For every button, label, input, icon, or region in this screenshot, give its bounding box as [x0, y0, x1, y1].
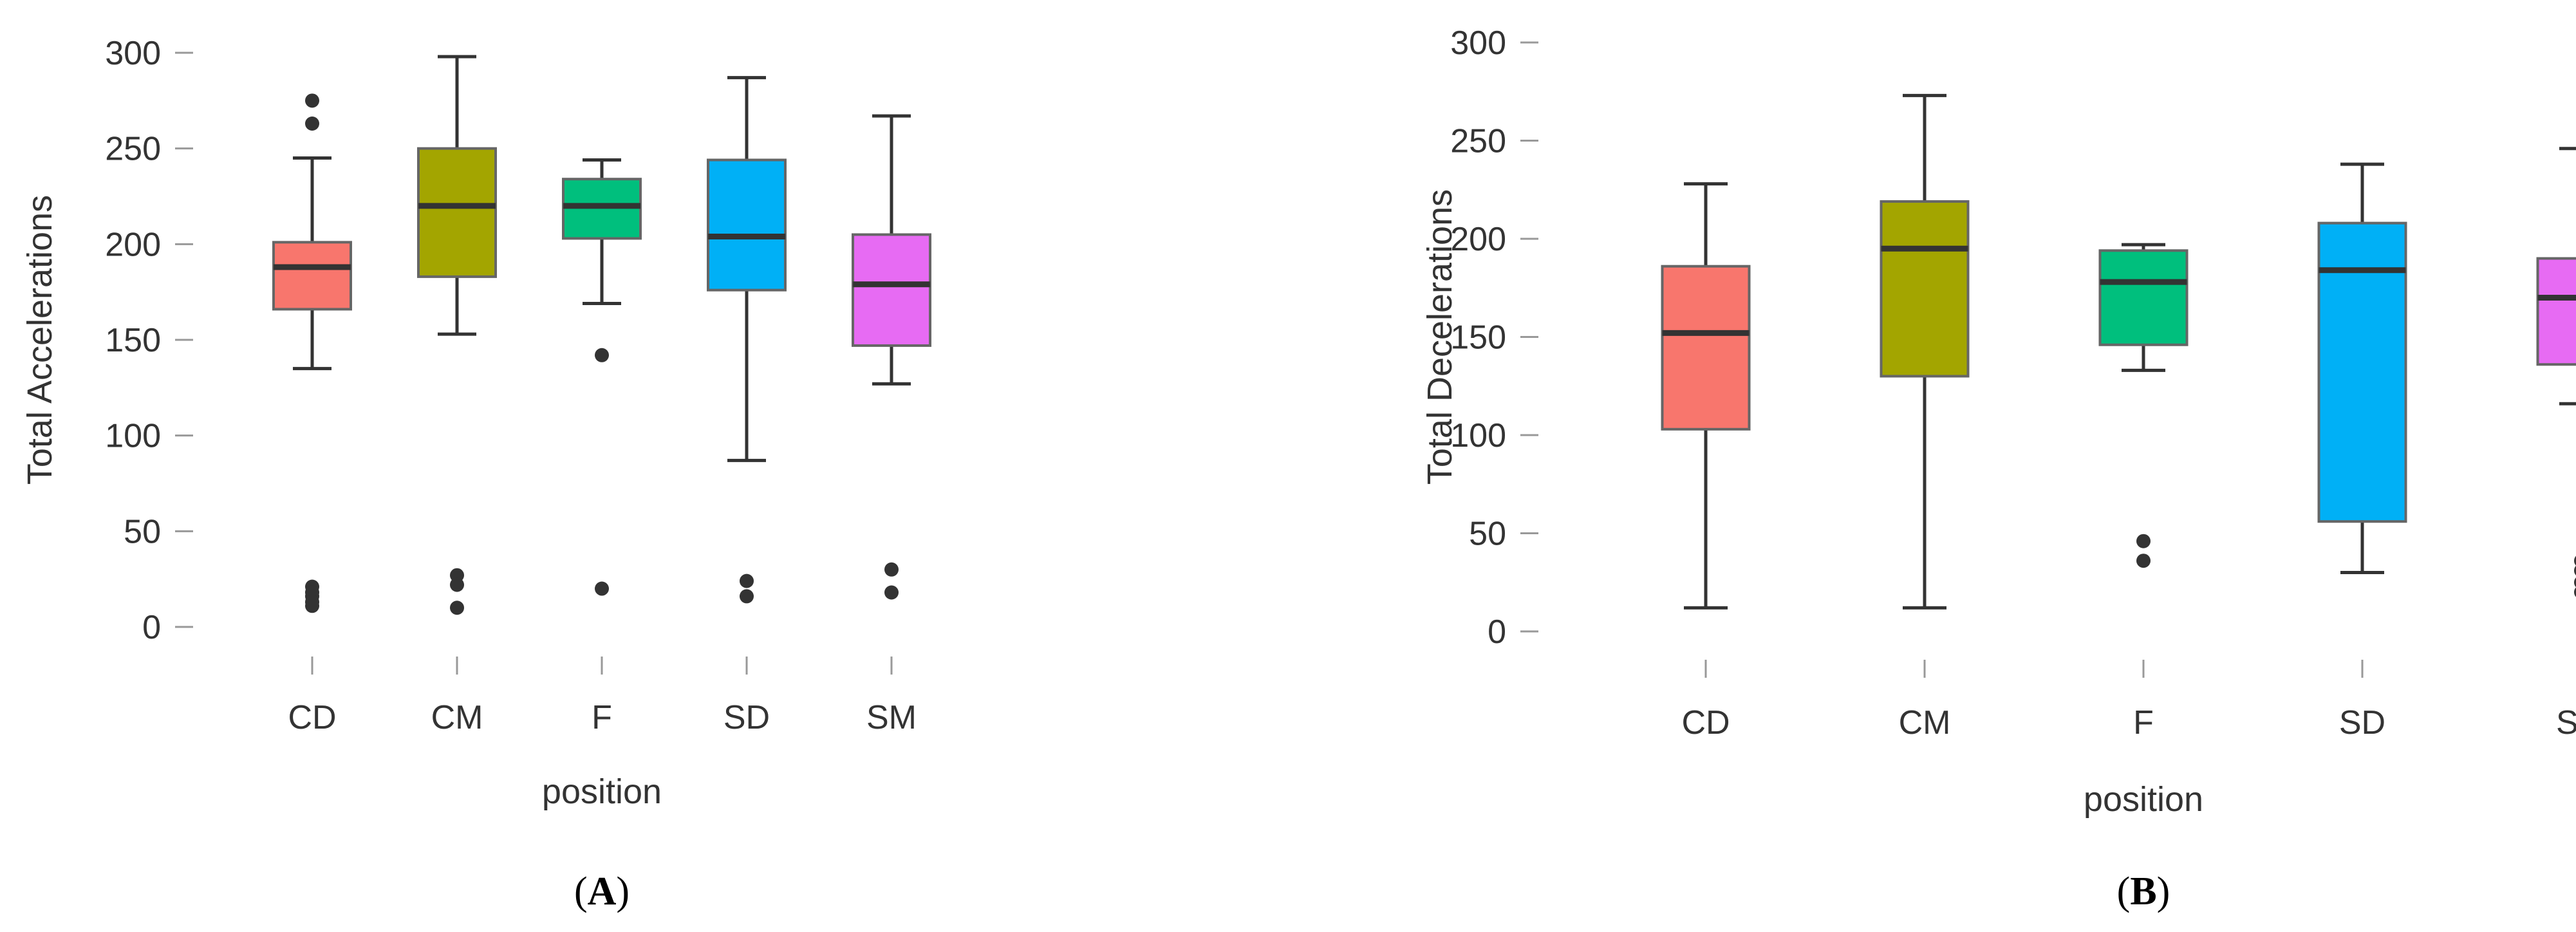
panel-label: (B): [2117, 870, 2170, 913]
panel-label-open: (: [574, 870, 588, 913]
y-axis-title: Total Accelerations: [21, 195, 59, 485]
panel-b-decelerations: 0 50 100 150 200 250 300 Total Decelerations CD C…: [1421, 24, 2576, 913]
box-cd: [1661, 182, 1751, 610]
y-tick-label: 0: [142, 609, 161, 646]
outlier-point: [305, 599, 319, 613]
outlier-point: [2574, 555, 2576, 566]
iqr-box: [2536, 257, 2576, 366]
box-cd: [272, 93, 352, 613]
iqr-box: [272, 241, 352, 311]
y-tick-label: 250: [1450, 123, 1506, 160]
y-tick-label: 150: [105, 322, 161, 359]
outlier-point: [595, 581, 609, 596]
panel-label-letter: B: [2130, 870, 2156, 913]
outlier-point: [595, 348, 609, 362]
y-axis-title: Total Decelerations: [1421, 189, 1459, 485]
y-tick-label: 300: [105, 35, 161, 72]
x-tick-label: CD: [1681, 704, 1730, 741]
outlier-point: [450, 601, 464, 615]
panel-label-letter: A: [588, 870, 617, 913]
outlier-point: [2136, 534, 2151, 548]
panel-a-accelerations: 0 50 100 150 200 250 300 Total Accelerations CD C…: [21, 35, 931, 913]
box-sd: [2317, 162, 2407, 574]
box-cm: [1880, 93, 1970, 610]
x-tick-label: SD: [723, 699, 770, 736]
x-tick-label: SD: [2339, 704, 2385, 741]
y-tick-label: 200: [1450, 221, 1506, 258]
x-tick-label: F: [2133, 704, 2154, 741]
x-axis-title: position: [2084, 780, 2203, 819]
x-tick-label: F: [592, 699, 612, 736]
outlier-point: [740, 589, 754, 604]
outlier-point: [2574, 577, 2576, 588]
outlier-point: [450, 577, 464, 592]
outlier-point: [740, 573, 754, 588]
x-tick-label: CM: [431, 699, 483, 736]
y-tick-label: 0: [1488, 613, 1506, 651]
outlier-point: [884, 585, 899, 600]
panel-label-close: ): [616, 870, 630, 913]
iqr-box: [1880, 200, 1970, 378]
y-tick-label: 100: [1450, 417, 1506, 454]
box-sd: [707, 76, 787, 604]
box-f: [562, 158, 642, 596]
panel-label: (A): [574, 870, 630, 913]
y-tick-label: 50: [124, 513, 161, 550]
box-cm: [417, 55, 497, 615]
y-tick-label: 200: [105, 226, 161, 263]
panel-label-open: (: [2117, 870, 2131, 913]
x-tick-label: CD: [288, 699, 336, 736]
iqr-box: [1661, 265, 1751, 431]
x-tick-label: CM: [1899, 704, 1951, 741]
box-sm: [2536, 147, 2576, 597]
panel-label-close: ): [2157, 870, 2170, 913]
outlier-point: [2574, 565, 2576, 575]
outlier-point: [305, 93, 319, 108]
iqr-box: [2098, 249, 2189, 346]
iqr-box: [417, 147, 497, 278]
outlier-point: [884, 562, 899, 577]
y-tick-label: 150: [1450, 319, 1506, 357]
x-axis-title: position: [542, 772, 662, 811]
iqr-box: [852, 233, 931, 347]
box-sm: [852, 114, 931, 600]
y-tick-label: 50: [1469, 516, 1506, 553]
outlier-point: [305, 116, 319, 131]
x-tick-label: SM: [866, 699, 917, 736]
iqr-box: [707, 158, 787, 292]
outlier-point: [2574, 587, 2576, 597]
box-f: [2098, 243, 2189, 568]
y-tick-label: 100: [105, 418, 161, 455]
y-tick-label: 250: [105, 131, 161, 168]
outlier-point: [2136, 554, 2151, 568]
y-tick-label: 300: [1450, 24, 1506, 62]
x-tick-label: SM: [2556, 704, 2576, 741]
